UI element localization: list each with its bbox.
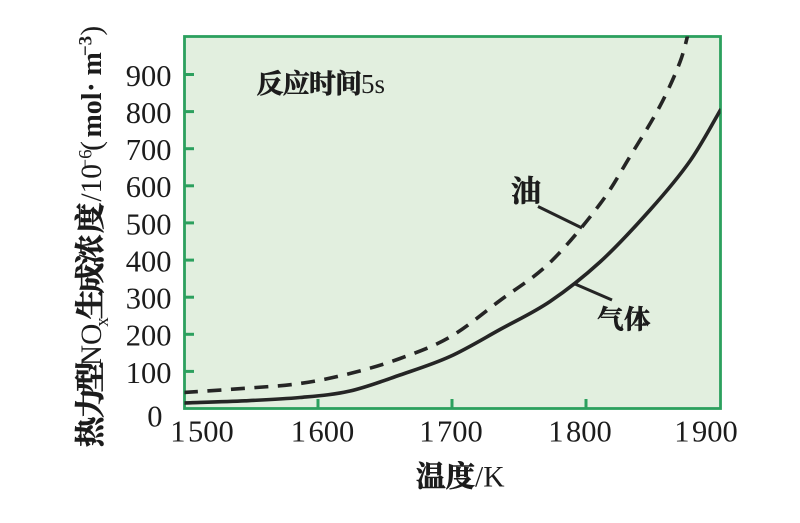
svg-text:1 500: 1 500 bbox=[170, 415, 234, 449]
svg-text:1 900: 1 900 bbox=[674, 415, 738, 449]
svg-text:900: 900 bbox=[126, 59, 172, 93]
svg-text:200: 200 bbox=[126, 319, 172, 353]
svg-text:(: ( bbox=[76, 141, 108, 151]
svg-text:400: 400 bbox=[126, 244, 172, 278]
svg-text:1 600: 1 600 bbox=[291, 415, 355, 449]
svg-text:100: 100 bbox=[126, 356, 172, 390]
svg-text:x: x bbox=[92, 317, 113, 327]
svg-text:·: · bbox=[76, 82, 108, 92]
svg-text:700: 700 bbox=[126, 133, 172, 167]
svg-text:1 700: 1 700 bbox=[419, 415, 483, 449]
svg-text:): ) bbox=[76, 26, 108, 36]
svg-text:5s: 5s bbox=[361, 69, 385, 99]
svg-text:0: 0 bbox=[147, 400, 162, 434]
svg-text:m: m bbox=[77, 52, 108, 75]
svg-text:/10: /10 bbox=[76, 164, 108, 202]
svg-text:−6: −6 bbox=[75, 149, 96, 169]
svg-text:800: 800 bbox=[126, 96, 172, 130]
svg-text:1 800: 1 800 bbox=[548, 415, 612, 449]
svg-text:/K: /K bbox=[475, 462, 505, 494]
svg-text:mol: mol bbox=[77, 92, 108, 137]
svg-text:500: 500 bbox=[126, 207, 172, 241]
svg-text:NO: NO bbox=[76, 324, 108, 367]
svg-text:−3: −3 bbox=[75, 36, 96, 56]
svg-text:300: 300 bbox=[126, 282, 172, 316]
svg-text:600: 600 bbox=[126, 170, 172, 204]
